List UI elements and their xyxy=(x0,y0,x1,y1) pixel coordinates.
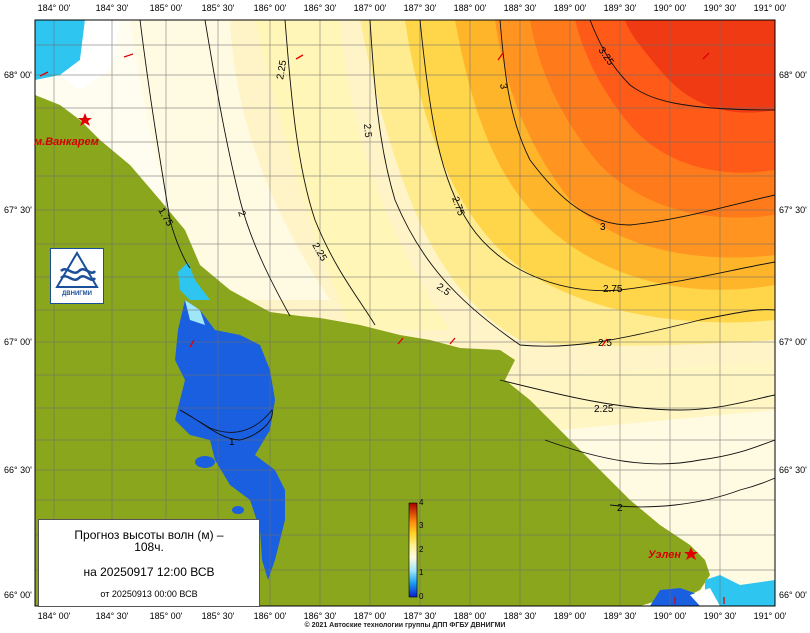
place-label-uelen: Уэлен xyxy=(648,549,681,561)
contour-label: 1 xyxy=(229,437,235,448)
lat-label-left: 67° 30' xyxy=(4,205,32,215)
contour-label: 2.5 xyxy=(598,338,612,349)
colorbar-tick: 0 xyxy=(419,592,424,601)
lon-label-top: 184° 30' xyxy=(95,3,129,13)
lon-label-top: 189° 00' xyxy=(553,3,587,13)
contour-label: 2 xyxy=(235,209,247,218)
colorbar-tick: 2 xyxy=(419,545,424,554)
lon-label-bottom: 190° 30' xyxy=(703,611,737,621)
lon-label-top: 184° 00' xyxy=(37,3,71,13)
lon-label-bottom: 188° 30' xyxy=(503,611,537,621)
place-label-vankarem: м.Ванкарем xyxy=(34,136,99,148)
contour-label: 3 xyxy=(600,222,606,233)
lat-label-left: 66° 30' xyxy=(4,465,32,475)
lon-label-top: 188° 00' xyxy=(453,3,487,13)
contour-label: 2.25 xyxy=(275,59,289,81)
place-markers xyxy=(78,113,698,560)
forecast-lead-time: 108ч. xyxy=(134,540,164,554)
lat-label-left: 68° 00' xyxy=(4,70,32,80)
forecast-info-box: Прогноз высоты волн (м) – 108ч. на 20250… xyxy=(38,519,260,607)
colorbar-tick: 4 xyxy=(419,498,424,507)
lon-label-bottom: 186° 30' xyxy=(303,611,337,621)
contour-label: 2.75 xyxy=(603,284,623,295)
lon-label-bottom: 189° 30' xyxy=(603,611,637,621)
lon-label-top: 190° 00' xyxy=(653,3,687,13)
lon-label-bottom: 188° 00' xyxy=(453,611,487,621)
lon-label-bottom: 184° 00' xyxy=(37,611,71,621)
contour-label: 2.25 xyxy=(594,404,614,415)
colorbar xyxy=(408,502,418,598)
lon-label-top: 191° 00' xyxy=(753,3,787,13)
lon-label-top: 185° 00' xyxy=(149,3,183,13)
forecast-title: Прогноз высоты волн (м) – xyxy=(74,528,224,542)
colorbar-tick: 3 xyxy=(419,521,424,530)
lat-label-right: 66° 30' xyxy=(779,465,807,475)
logo-text: ДВНИГМИ xyxy=(62,291,92,297)
lon-label-top: 187° 00' xyxy=(353,3,387,13)
lon-label-top: 188° 30' xyxy=(503,3,537,13)
lon-label-bottom: 185° 00' xyxy=(149,611,183,621)
lon-label-bottom: 189° 00' xyxy=(553,611,587,621)
graticule xyxy=(35,20,775,606)
uelen-star xyxy=(684,547,698,560)
lon-label-bottom: 184° 30' xyxy=(95,611,129,621)
lon-label-bottom: 191° 00' xyxy=(753,611,787,621)
contour-label: 2.5 xyxy=(361,123,373,138)
lon-label-top: 189° 30' xyxy=(603,3,637,13)
lat-label-right: 67° 30' xyxy=(779,205,807,215)
contour-lines xyxy=(139,20,775,508)
contour-label: 3 xyxy=(497,83,509,91)
lon-label-top: 185° 30' xyxy=(201,3,235,13)
lat-label-right: 68° 00' xyxy=(779,70,807,80)
lat-label-left: 67° 00' xyxy=(4,337,32,347)
lat-label-left: 66° 00' xyxy=(4,590,32,600)
colorbar-tick: 1 xyxy=(419,568,424,577)
lon-label-top: 186° 00' xyxy=(253,3,287,13)
lon-label-top: 187° 30' xyxy=(403,3,437,13)
lon-label-bottom: 190° 00' xyxy=(653,611,687,621)
forecast-run-time: от 20250913 00:00 ВСВ xyxy=(100,589,198,599)
lon-label-top: 186° 30' xyxy=(303,3,337,13)
lat-label-right: 66° 00' xyxy=(779,590,807,600)
contour-label: 2 xyxy=(617,503,623,514)
lat-label-right: 67° 00' xyxy=(779,337,807,347)
forecast-valid-time: на 20250917 12:00 ВСВ xyxy=(83,565,215,579)
lon-label-bottom: 185° 30' xyxy=(201,611,235,621)
lon-label-bottom: 187° 00' xyxy=(353,611,387,621)
lon-label-top: 190° 30' xyxy=(703,3,737,13)
vankarem-star xyxy=(78,113,92,126)
land-mass xyxy=(35,95,710,606)
dvnigmi-logo: ДВНИГМИ xyxy=(50,248,104,304)
wave-direction-arrows xyxy=(39,52,725,604)
copyright-footer: © 2021 Автоские технологии группы ДПП ФГ… xyxy=(304,622,506,629)
wave-emblem-icon xyxy=(55,251,99,288)
lon-label-bottom: 186° 00' xyxy=(253,611,287,621)
lon-label-bottom: 187° 30' xyxy=(403,611,437,621)
